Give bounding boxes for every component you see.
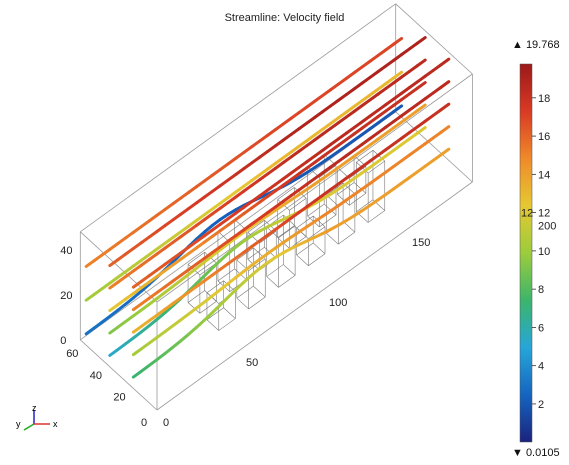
triad-x-label: x xyxy=(53,419,58,429)
colorbar-gradient xyxy=(519,63,533,443)
streamline xyxy=(131,57,451,289)
box-edge xyxy=(156,73,473,303)
axis-triad-icon: z x y xyxy=(16,404,58,431)
z-tick-label: 0 xyxy=(60,335,66,347)
streamlines xyxy=(84,36,451,379)
z-tick-label: 40 xyxy=(60,245,72,257)
streamline xyxy=(108,58,427,290)
colorbar-max-label: ▲ 19.768 xyxy=(512,39,560,51)
colorbar-tick-label: 16 xyxy=(538,131,550,143)
streamline xyxy=(84,36,404,268)
x-tick-label: 150 xyxy=(412,237,430,249)
box-edge xyxy=(395,111,473,183)
x-tick-label: 50 xyxy=(246,357,258,369)
y-tick-label: 60 xyxy=(66,348,78,360)
triad-y-axis xyxy=(23,423,35,431)
colorbar-tick-label: 4 xyxy=(538,361,544,373)
streamline xyxy=(131,80,451,312)
y-tick-label: 40 xyxy=(90,370,102,382)
streamline xyxy=(131,125,451,357)
y-tick-label-zero: 0 xyxy=(141,417,147,429)
obstacle-block xyxy=(187,251,217,314)
colorbar-tick-label: 8 xyxy=(538,284,544,296)
chart-title: Streamline: Velocity field xyxy=(224,12,345,24)
triad-z-label: z xyxy=(32,404,37,413)
streamline xyxy=(108,103,427,335)
box-edge xyxy=(156,181,473,411)
colorbar-tick-label: 12 xyxy=(538,208,550,220)
box-edge xyxy=(80,3,396,233)
streamline xyxy=(108,81,427,313)
colorbar-overlap-label: 200 xyxy=(538,221,556,233)
colorbar-min-label: ▼ 0.0105 xyxy=(512,447,560,459)
colorbar-tick-label: 2 xyxy=(538,399,544,411)
streamline xyxy=(131,102,451,334)
box-edge xyxy=(395,3,473,75)
y-tick-label: 20 xyxy=(113,391,125,403)
streamline xyxy=(84,70,404,302)
streamline xyxy=(84,104,404,336)
box-edge xyxy=(80,339,158,411)
colorbar-tick-label: 6 xyxy=(538,322,544,334)
colorbar-tick-label: 10 xyxy=(538,246,550,258)
streamline xyxy=(108,126,427,357)
x-tick-label: 0 xyxy=(163,417,169,429)
x-tick-label: 100 xyxy=(329,297,347,309)
colorbar-overlap-label: 12 xyxy=(521,208,533,220)
streamline xyxy=(131,147,451,379)
colorbar-tick-label: 18 xyxy=(538,93,550,105)
colorbar-tick-label: 14 xyxy=(538,169,550,181)
triad-y-label: y xyxy=(16,419,21,429)
streamline xyxy=(108,36,427,268)
z-tick-label: 20 xyxy=(60,290,72,302)
